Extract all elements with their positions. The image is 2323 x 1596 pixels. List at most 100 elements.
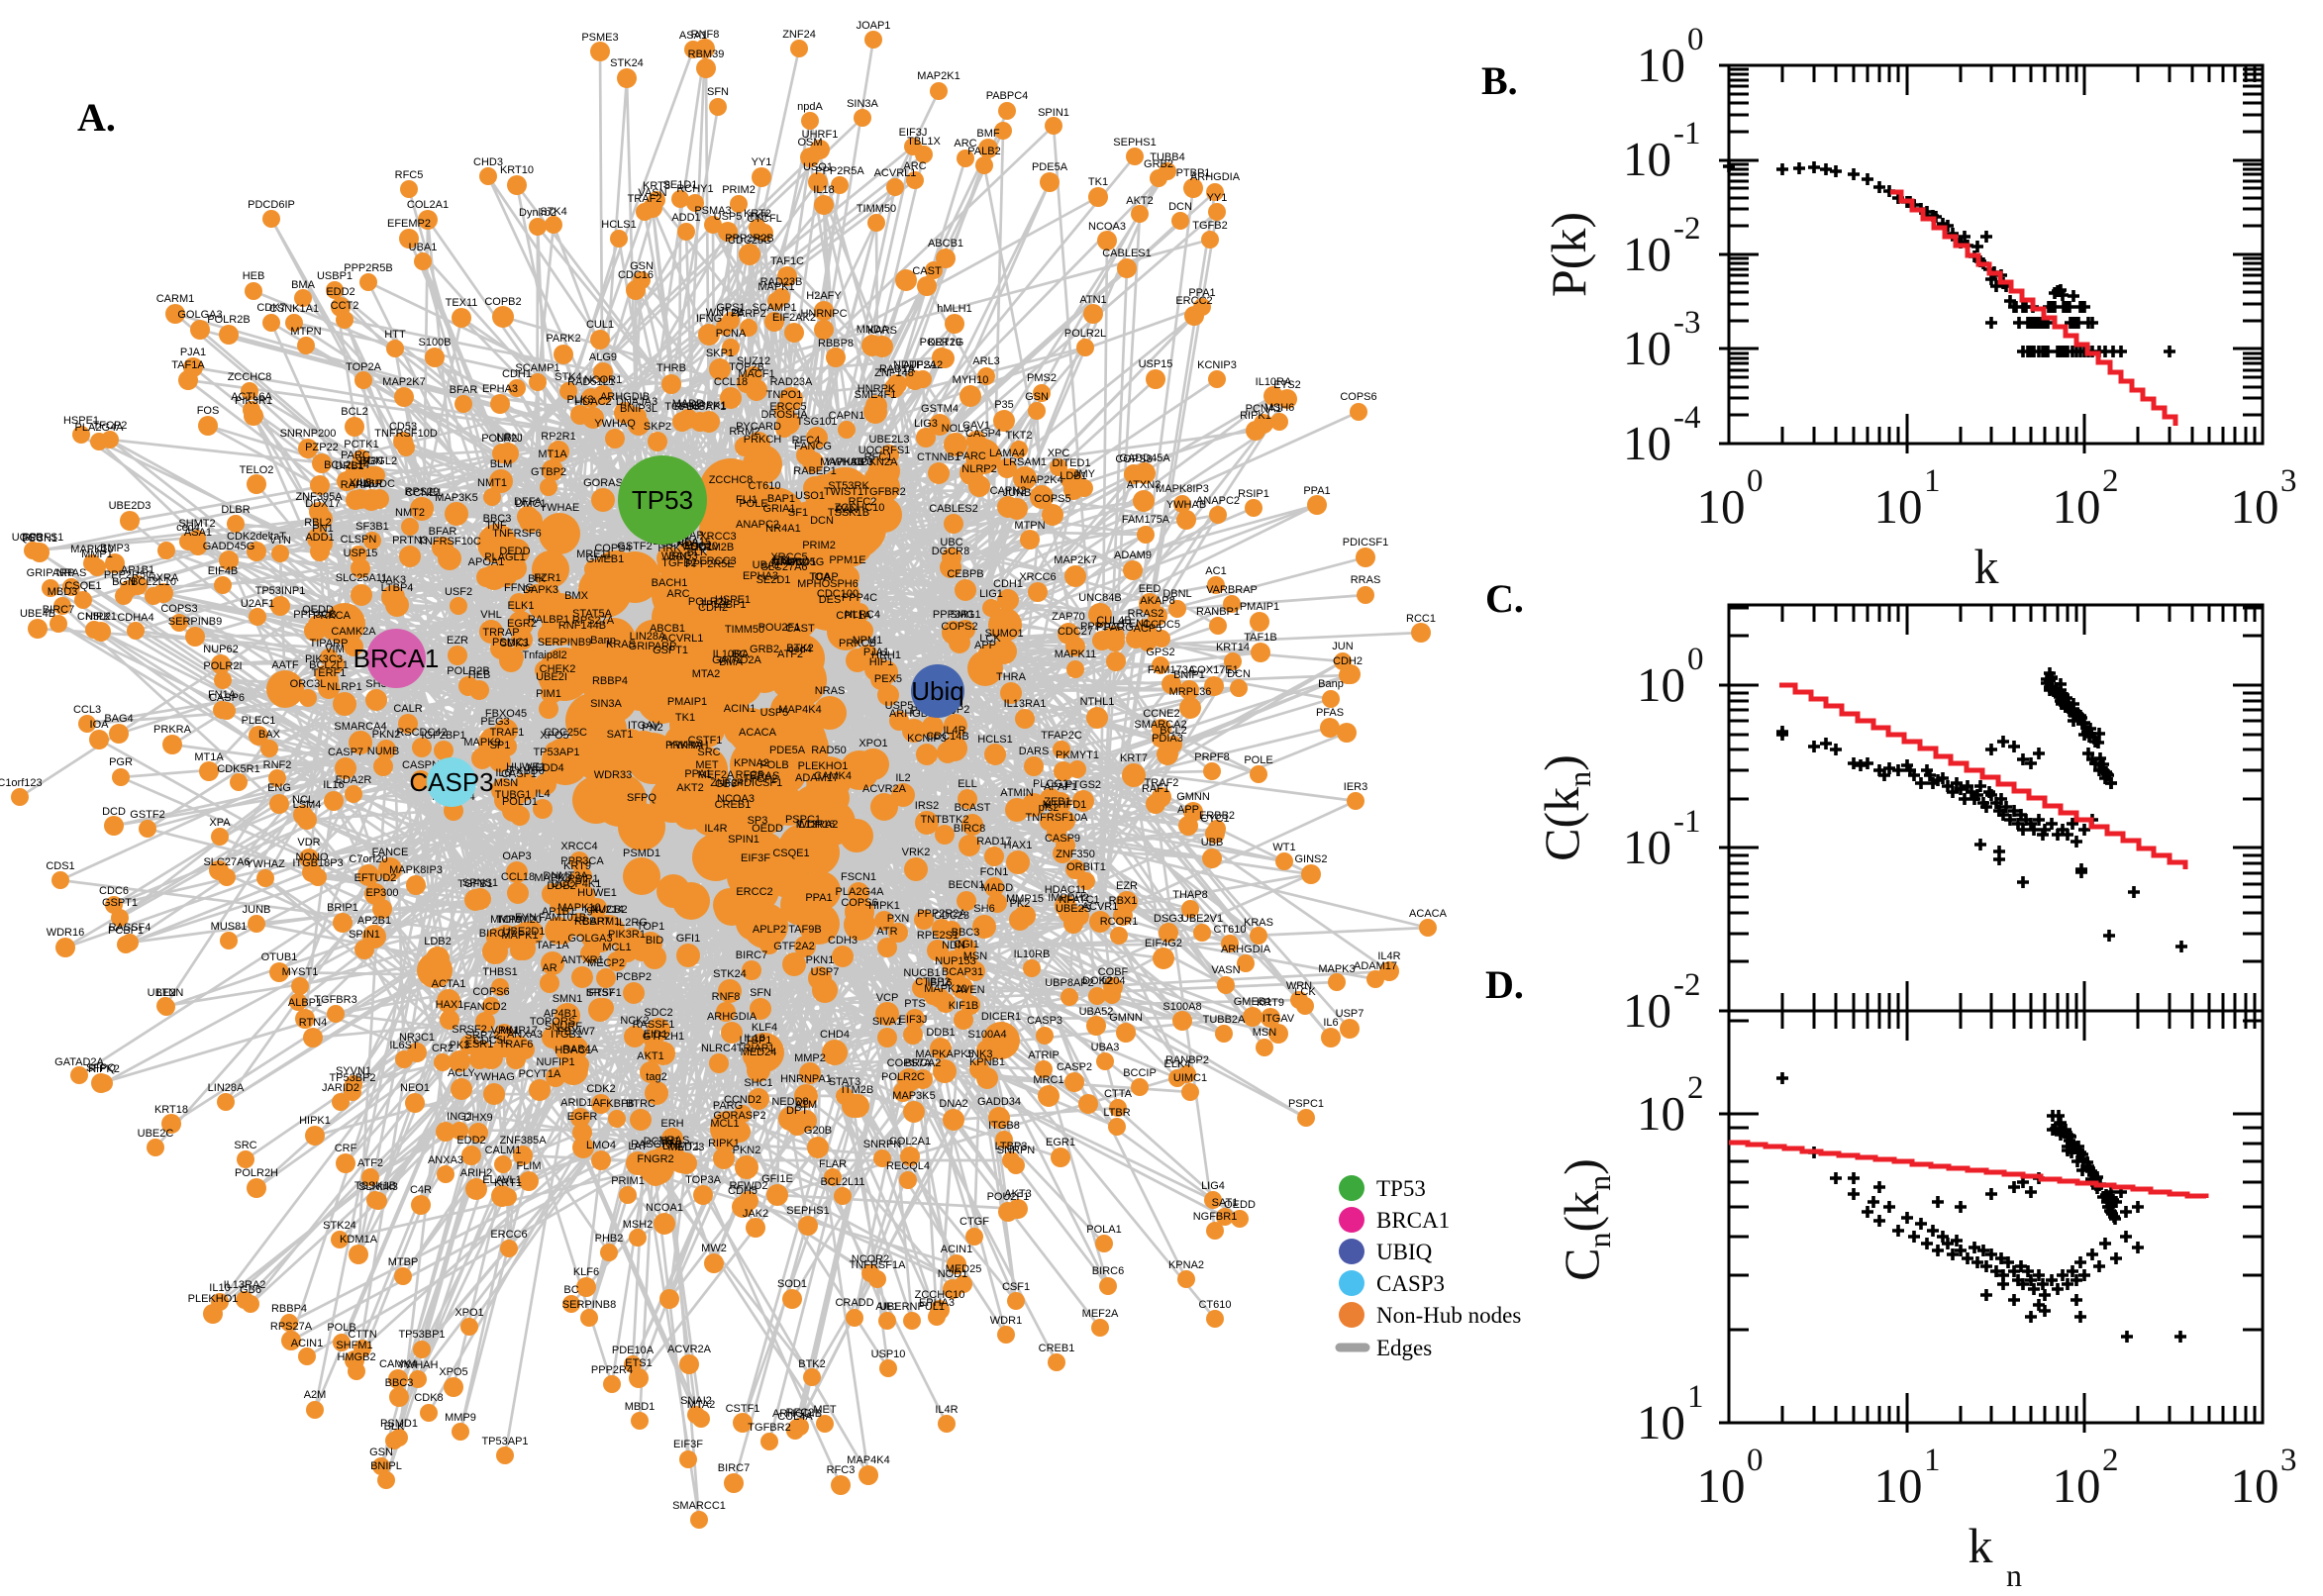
svg-text:2: 2 xyxy=(1687,1070,1704,1106)
svg-text:UBA52: UBA52 xyxy=(1079,1006,1114,1018)
svg-text:BIRC8: BIRC8 xyxy=(954,823,985,835)
svg-text:NLRP2: NLRP2 xyxy=(961,463,996,475)
svg-text:TIMM50: TIMM50 xyxy=(857,203,896,215)
svg-text:PPP2R4: PPP2R4 xyxy=(591,1364,633,1376)
svg-text:CASPN: CASPN xyxy=(402,759,440,771)
svg-text:DMC1: DMC1 xyxy=(515,498,546,510)
svg-text:CDC5L: CDC5L xyxy=(473,1035,509,1047)
svg-text:COPS6: COPS6 xyxy=(1340,391,1376,403)
svg-text:NFATC1: NFATC1 xyxy=(1059,894,1099,906)
svg-text:TBL1X: TBL1X xyxy=(907,136,941,148)
svg-text:PYCARD: PYCARD xyxy=(736,421,781,433)
svg-text:PSPC1: PSPC1 xyxy=(1288,1098,1324,1110)
svg-text:ORBIT1: ORBIT1 xyxy=(1066,861,1106,873)
svg-text:SERPINB9: SERPINB9 xyxy=(538,637,591,648)
svg-text:BC: BC xyxy=(732,648,747,660)
svg-text:POLA1: POLA1 xyxy=(1086,1224,1121,1236)
svg-text:SRC: SRC xyxy=(234,1140,256,1151)
svg-text:ING2: ING2 xyxy=(447,1111,472,1123)
svg-text:0: 0 xyxy=(1687,22,1704,57)
svg-text:CDK2: CDK2 xyxy=(586,1083,615,1095)
svg-text:SFPQ: SFPQ xyxy=(86,1062,116,1074)
svg-text:PPA1: PPA1 xyxy=(1188,287,1215,299)
svg-text:NOL3: NOL3 xyxy=(942,423,970,435)
svg-text:IL10RB: IL10RB xyxy=(1014,948,1051,960)
svg-text:CDKN2A: CDKN2A xyxy=(854,456,898,468)
svg-text:VARBRAP: VARBRAP xyxy=(1206,584,1258,596)
svg-text:ASA1: ASA1 xyxy=(679,30,707,42)
svg-text:BIRC7: BIRC7 xyxy=(736,949,767,961)
svg-text:RCHY1: RCHY1 xyxy=(676,183,713,195)
svg-text:TUBB2A: TUBB2A xyxy=(1203,1014,1246,1026)
svg-text:PSMD1: PSMD1 xyxy=(380,1418,418,1430)
svg-text:TKT: TKT xyxy=(749,211,769,223)
svg-text:P(k): P(k) xyxy=(1541,212,1596,297)
svg-text:ETS1: ETS1 xyxy=(625,1357,653,1369)
svg-text:10: 10 xyxy=(1874,479,1923,534)
svg-text:10: 10 xyxy=(2231,1458,2279,1513)
svg-text:GRIPARP: GRIPARP xyxy=(629,641,677,652)
svg-text:BCAP31: BCAP31 xyxy=(942,966,983,978)
svg-text:POLR2H: POLR2H xyxy=(235,1167,278,1179)
svg-text:NGFBR1: NGFBR1 xyxy=(1193,1211,1238,1223)
svg-text:CR2: CR2 xyxy=(432,1043,454,1054)
svg-text:PZP22: PZP22 xyxy=(305,442,339,453)
svg-text:POLR2C: POLR2C xyxy=(881,1071,925,1083)
svg-text:SH3GL2: SH3GL2 xyxy=(355,455,397,467)
svg-text:MAPK1: MAPK1 xyxy=(501,930,538,942)
svg-text:COPS2: COPS2 xyxy=(941,621,977,633)
svg-text:GB6: GB6 xyxy=(240,1284,261,1296)
svg-text:10: 10 xyxy=(2053,1458,2101,1513)
svg-text:GMEB1: GMEB1 xyxy=(586,553,625,565)
svg-text:CCNE2: CCNE2 xyxy=(1143,708,1179,720)
svg-text:STK24: STK24 xyxy=(610,57,644,69)
svg-text:TIMM50: TIMM50 xyxy=(725,624,764,636)
svg-text:TK1: TK1 xyxy=(1088,176,1108,188)
svg-text:HDAC2: HDAC2 xyxy=(574,396,611,408)
svg-text:TELO2: TELO2 xyxy=(240,464,274,476)
svg-text:NCL: NCL xyxy=(292,794,314,806)
svg-text:OEDD: OEDD xyxy=(752,823,783,835)
svg-text:USP5: USP5 xyxy=(885,700,914,712)
svg-text:RAB4A: RAB4A xyxy=(562,1044,599,1055)
svg-text:DFFA: DFFA xyxy=(514,496,543,508)
svg-text:KRT14: KRT14 xyxy=(1216,642,1250,653)
svg-text:PTS: PTS xyxy=(904,998,925,1010)
svg-text:PDCD6IP: PDCD6IP xyxy=(248,199,295,211)
svg-text:ZCCHC8: ZCCHC8 xyxy=(709,474,754,486)
svg-text:UBERNPUL1: UBERNPUL1 xyxy=(879,1301,945,1313)
svg-text:NCOA3: NCOA3 xyxy=(717,793,755,805)
svg-text:RCOR1: RCOR1 xyxy=(1100,916,1139,928)
svg-text:ZNF148: ZNF148 xyxy=(874,367,914,379)
svg-text:OSM: OSM xyxy=(797,137,822,149)
svg-text:LIG4: LIG4 xyxy=(1201,1180,1225,1192)
svg-text:NCOA3: NCOA3 xyxy=(1088,221,1126,233)
svg-text:BBC3: BBC3 xyxy=(385,1377,414,1389)
svg-text:WT1: WT1 xyxy=(1272,842,1295,853)
svg-text:FKBP8: FKBP8 xyxy=(600,1098,635,1110)
svg-text:RBBP8: RBBP8 xyxy=(818,338,854,349)
svg-text:RAF1: RAF1 xyxy=(1142,783,1169,795)
svg-text:SNRPN: SNRPN xyxy=(863,1139,902,1150)
svg-text:IL10RA: IL10RA xyxy=(1256,376,1292,388)
svg-text:JUNB: JUNB xyxy=(243,904,271,916)
svg-text:PRKRA: PRKRA xyxy=(665,740,704,751)
svg-text:BBC3: BBC3 xyxy=(952,927,980,939)
svg-text:ZNF24: ZNF24 xyxy=(782,29,816,41)
svg-text:ABCB1: ABCB1 xyxy=(928,238,963,249)
svg-text:PPP3CA: PPP3CA xyxy=(560,855,604,867)
svg-text:PCNA1: PCNA1 xyxy=(1246,403,1282,415)
svg-text:LTBR: LTBR xyxy=(1103,1107,1130,1119)
svg-text:XPO1: XPO1 xyxy=(858,738,887,749)
svg-text:ELL: ELL xyxy=(958,778,977,790)
svg-text:STK4: STK4 xyxy=(540,206,567,218)
svg-text:CAMK4: CAMK4 xyxy=(814,770,852,782)
svg-text:YWHAB: YWHAB xyxy=(1166,499,1206,511)
svg-text:S100A4: S100A4 xyxy=(967,1029,1006,1041)
svg-text:BCL2L14: BCL2L14 xyxy=(324,459,369,471)
svg-text:JUNB: JUNB xyxy=(1003,487,1032,499)
svg-text:ANAPC2: ANAPC2 xyxy=(1196,495,1240,507)
svg-text:CASP3: CASP3 xyxy=(1376,1271,1445,1296)
svg-text:UBE4B: UBE4B xyxy=(20,608,55,620)
svg-text:PDE5A: PDE5A xyxy=(769,745,806,756)
